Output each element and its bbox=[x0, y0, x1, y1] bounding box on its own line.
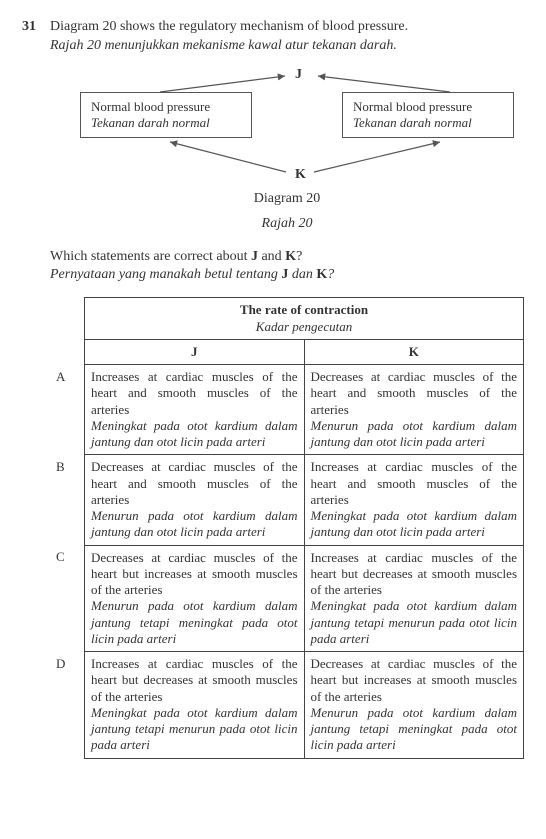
option-k-cell: Decreases at cardiac muscles of the hear… bbox=[304, 365, 524, 455]
options-table: The rate of contraction Kadar pengecutan… bbox=[50, 297, 524, 758]
diagram-box-right-ms: Tekanan darah normal bbox=[353, 115, 503, 131]
stem-en: Diagram 20 shows the regulatory mechanis… bbox=[50, 18, 524, 37]
option-k-cell: Decreases at cardiac muscles of the hear… bbox=[304, 652, 524, 759]
option-k-ms: Menurun pada otot kardium dalam jantung … bbox=[311, 705, 518, 754]
stem-ms: Rajah 20 menunjukkan mekanisme kawal atu… bbox=[50, 37, 524, 56]
option-j-cell: Decreases at cardiac muscles of the hear… bbox=[85, 545, 305, 652]
table-header-ms: Kadar pengecutan bbox=[91, 319, 517, 335]
option-k-ms: Menurun pada otot kardium dalam jantung … bbox=[311, 418, 518, 451]
subprompt-ms-post: ? bbox=[327, 267, 334, 282]
option-k-ms: Meningkat pada otot kardium dalam jantun… bbox=[311, 508, 518, 541]
diagram-label-k: K bbox=[295, 166, 306, 185]
option-letter: C bbox=[50, 545, 85, 652]
option-j-en: Decreases at cardiac muscles of the hear… bbox=[91, 550, 298, 599]
option-k-cell: Increases at cardiac muscles of the hear… bbox=[304, 545, 524, 652]
option-j-ms: Meningkat pada otot kardium dalam jantun… bbox=[91, 705, 298, 754]
table-col-k: K bbox=[304, 339, 524, 364]
diagram-caption-ms: Rajah 20 bbox=[50, 215, 524, 234]
option-letter: D bbox=[50, 652, 85, 759]
table-row: CDecreases at cardiac muscles of the hea… bbox=[50, 545, 524, 652]
table-header-en: The rate of contraction bbox=[240, 302, 368, 317]
option-j-cell: Decreases at cardiac muscles of the hear… bbox=[85, 455, 305, 545]
option-k-en: Decreases at cardiac muscles of the hear… bbox=[311, 656, 518, 705]
option-j-en: Increases at cardiac muscles of the hear… bbox=[91, 656, 298, 705]
option-k-cell: Increases at cardiac muscles of the hear… bbox=[304, 455, 524, 545]
diagram-box-left-ms: Tekanan darah normal bbox=[91, 115, 241, 131]
diagram-box-right-en: Normal blood pressure bbox=[353, 99, 503, 115]
question-body: Diagram 20 shows the regulatory mechanis… bbox=[50, 18, 524, 759]
question-number: 31 bbox=[22, 18, 50, 37]
option-j-ms: Menurun pada otot kardium dalam jantung … bbox=[91, 598, 298, 647]
subprompt-en-post: ? bbox=[296, 249, 302, 264]
subprompt-en-k: K bbox=[285, 249, 296, 264]
option-j-ms: Meningkat pada otot kardium dalam jantun… bbox=[91, 418, 298, 451]
diagram-box-left: Normal blood pressure Tekanan darah norm… bbox=[80, 92, 252, 139]
option-k-ms: Meningkat pada otot kardium dalam jantun… bbox=[311, 598, 518, 647]
option-j-ms: Menurun pada otot kardium dalam jantung … bbox=[91, 508, 298, 541]
table-row: AIncreases at cardiac muscles of the hea… bbox=[50, 365, 524, 455]
table-header-row-2: J K bbox=[50, 339, 524, 364]
option-k-en: Increases at cardiac muscles of the hear… bbox=[311, 459, 518, 508]
subprompt-en-mid: and bbox=[258, 249, 285, 264]
diagram-20: J Normal blood pressure Tekanan darah no… bbox=[50, 64, 524, 184]
option-j-cell: Increases at cardiac muscles of the hear… bbox=[85, 652, 305, 759]
subprompt-en-j: J bbox=[251, 249, 258, 264]
table-col-j: J bbox=[85, 339, 305, 364]
table-row: BDecreases at cardiac muscles of the hea… bbox=[50, 455, 524, 545]
option-k-en: Decreases at cardiac muscles of the hear… bbox=[311, 369, 518, 418]
option-letter: A bbox=[50, 365, 85, 455]
option-j-en: Decreases at cardiac muscles of the hear… bbox=[91, 459, 298, 508]
subprompt-en-pre: Which statements are correct about bbox=[50, 249, 251, 264]
table-header-main: The rate of contraction Kadar pengecutan bbox=[85, 298, 524, 340]
diagram-box-left-en: Normal blood pressure bbox=[91, 99, 241, 115]
subprompt-ms-pre: Pernyataan yang manakah betul tentang bbox=[50, 267, 281, 282]
option-k-en: Increases at cardiac muscles of the hear… bbox=[311, 550, 518, 599]
subprompt-ms: Pernyataan yang manakah betul tentang J … bbox=[50, 266, 524, 285]
table-header-row-1: The rate of contraction Kadar pengecutan bbox=[50, 298, 524, 340]
diagram-box-right: Normal blood pressure Tekanan darah norm… bbox=[342, 92, 514, 139]
option-j-en: Increases at cardiac muscles of the hear… bbox=[91, 369, 298, 418]
diagram-caption-en: Diagram 20 bbox=[50, 190, 524, 209]
question-row: 31 Diagram 20 shows the regulatory mecha… bbox=[22, 18, 524, 759]
option-letter: B bbox=[50, 455, 85, 545]
subprompt-ms-mid: dan bbox=[288, 267, 316, 282]
subprompt-ms-k: K bbox=[316, 267, 327, 282]
option-j-cell: Increases at cardiac muscles of the hear… bbox=[85, 365, 305, 455]
subprompt-en: Which statements are correct about J and… bbox=[50, 248, 524, 267]
table-row: DIncreases at cardiac muscles of the hea… bbox=[50, 652, 524, 759]
